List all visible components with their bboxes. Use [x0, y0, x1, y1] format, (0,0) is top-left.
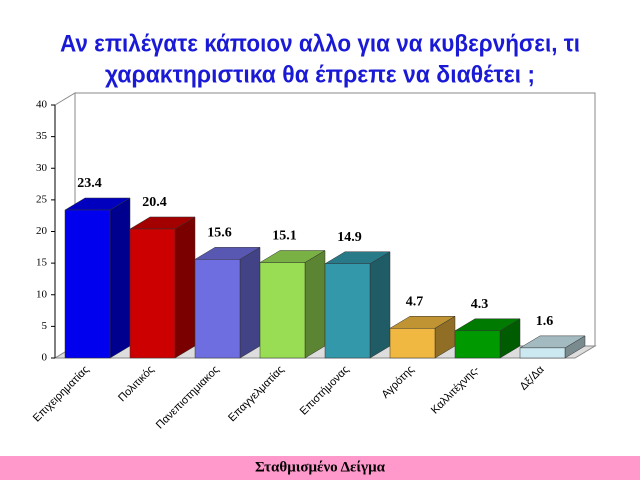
bar: [389, 328, 436, 359]
x-tick-label: Επαγγελματίας: [226, 364, 287, 425]
bar: [129, 228, 176, 359]
x-tick-label: Πολιτικός: [116, 364, 157, 405]
bar: [259, 262, 306, 359]
value-label: 20.4: [142, 195, 167, 210]
y-tick-label: 0: [42, 352, 48, 364]
y-tick-label: 5: [42, 320, 48, 332]
bar: [324, 263, 371, 359]
bar-side: [239, 246, 261, 359]
chart-title: χαρακτηριστικα θα έπρεπε να διαθέτει ;: [105, 61, 535, 88]
bar-side: [304, 250, 326, 359]
value-label: 4.7: [406, 294, 424, 309]
value-label: 4.3: [471, 297, 489, 312]
bar: [64, 209, 111, 359]
bar: [194, 259, 241, 359]
y-tick-label: 15: [36, 257, 48, 269]
footer-band: [0, 456, 640, 480]
bar-side: [109, 197, 131, 359]
y-tick-label: 30: [36, 162, 48, 174]
y-tick-label: 10: [36, 288, 48, 300]
value-label: 15.6: [207, 226, 232, 241]
value-label: 14.9: [337, 230, 362, 245]
x-tick-label: Αγρότης: [379, 364, 416, 401]
x-tick-label: Πανεπιστημιακος: [154, 364, 222, 432]
x-tick-label: Επιχειρηματίας: [31, 364, 92, 425]
value-label: 15.1: [272, 229, 297, 244]
bar: [454, 330, 501, 359]
value-label: 23.4: [77, 176, 102, 191]
x-tick-label: Καλλιτέχνης-: [429, 363, 482, 416]
chart-title: Αν επιλέγατε κάποιον αλλο για να κυβερνή…: [60, 30, 580, 57]
bar-side: [369, 251, 391, 359]
bar: [519, 347, 566, 359]
y-tick-label: 40: [36, 99, 48, 111]
y-tick-label: 35: [36, 130, 48, 142]
y-tick-label: 20: [36, 225, 48, 237]
bar-side: [174, 216, 196, 359]
x-tick-label: Επιστήμονας: [298, 364, 352, 418]
x-tick-label: Δξ/Δα: [518, 363, 547, 392]
value-label: 1.6: [536, 314, 554, 329]
y-tick-label: 25: [36, 193, 48, 205]
footer-text: Σταθμισμένο Δείγμα: [255, 459, 386, 475]
